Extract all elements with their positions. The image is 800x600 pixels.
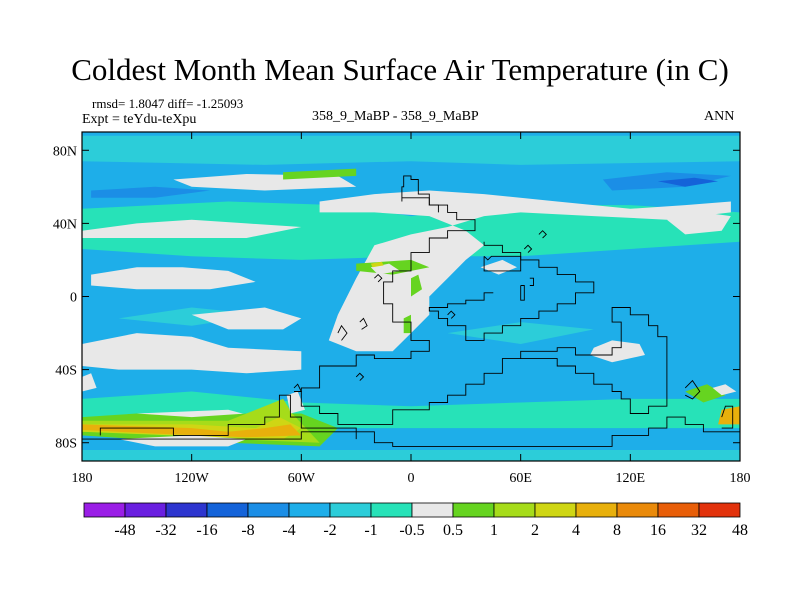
rmsd-diff-label: rmsd= 1.8047 diff= -1.25093 — [92, 96, 244, 111]
temperature-region — [590, 340, 645, 363]
y-tick-label: 80N — [53, 144, 77, 159]
coastline — [359, 317, 368, 330]
colorbar-label: 0.5 — [443, 522, 463, 539]
temperature-region — [82, 219, 302, 238]
colorbar-label: -2 — [323, 522, 336, 539]
coastline — [529, 277, 534, 286]
coastline — [684, 379, 701, 400]
temperature-region — [286, 391, 305, 414]
temperature-region — [191, 307, 302, 330]
temperature-region — [712, 384, 737, 396]
period-label: 358_9_MaBP - 358_9_MaBP — [312, 109, 479, 124]
colorbar-label: 16 — [650, 522, 666, 539]
colorbar-swatch — [124, 502, 167, 518]
temperature-region — [91, 186, 210, 198]
coastline — [99, 394, 357, 440]
y-tick-label: 80S — [55, 437, 77, 452]
colorbar-swatch — [370, 502, 413, 518]
colorbar-label: 8 — [613, 522, 621, 539]
temperature-region — [82, 201, 740, 260]
y-tick-label: 40N — [53, 217, 77, 232]
temperature-region — [91, 267, 256, 290]
colorbar-swatch — [247, 502, 290, 518]
x-tick-label: 0 — [408, 471, 415, 486]
coastline — [447, 310, 456, 319]
temperature-region — [411, 274, 422, 297]
colorbar-label: -16 — [196, 522, 217, 539]
colorbar-label: 4 — [572, 522, 580, 539]
colorbar-swatch — [493, 502, 536, 518]
experiment-label: Expt = teYdu-teXpu — [82, 112, 197, 127]
map-field — [82, 132, 740, 461]
x-tick-label: 60W — [288, 471, 316, 486]
colorbar-label: 2 — [531, 522, 539, 539]
temperature-region — [370, 261, 384, 268]
coastline — [401, 175, 439, 213]
colorbar-label: -1 — [364, 522, 377, 539]
coastline — [523, 244, 533, 253]
x-tick-label: 180 — [730, 471, 751, 486]
temperature-region — [82, 333, 302, 374]
colorbar-label: 1 — [490, 522, 498, 539]
colorbar-label: -4 — [282, 522, 295, 539]
colorbar-swatch — [698, 502, 741, 518]
colorbar-label: 32 — [691, 522, 707, 539]
colorbar-swatch — [575, 502, 618, 518]
temperature-region — [403, 314, 411, 334]
coastline — [428, 241, 595, 341]
temperature-region — [82, 135, 740, 165]
temperature-region — [82, 373, 97, 392]
coastline — [337, 324, 348, 341]
map-title: Coldest Month Mean Surface Air Temperatu… — [71, 52, 729, 87]
colorbar-label: -0.5 — [399, 522, 424, 539]
colorbar-swatch — [452, 502, 495, 518]
coastline — [293, 383, 303, 392]
temperature-region — [657, 177, 719, 187]
coastline — [82, 416, 740, 447]
colorbar-swatch — [534, 502, 577, 518]
colorbar-label: -32 — [155, 522, 176, 539]
coastline — [538, 230, 547, 239]
temperature-region — [82, 424, 302, 438]
colorbar-label: 48 — [732, 522, 748, 539]
colorbar-swatch — [83, 502, 126, 518]
x-tick-label: 180 — [72, 471, 93, 486]
colorbar-swatch — [616, 502, 659, 518]
coastline — [520, 285, 525, 301]
x-tick-label: 60E — [509, 471, 532, 486]
coastline — [300, 197, 668, 425]
colorbar-label: -8 — [241, 522, 254, 539]
coastline — [483, 255, 522, 272]
temperature-region — [319, 190, 731, 352]
x-tick-label: 120W — [175, 471, 210, 486]
x-tick-label: 120E — [616, 471, 646, 486]
colorbar-swatch — [165, 502, 208, 518]
temperature-region — [118, 435, 247, 447]
temperature-region — [685, 384, 726, 403]
colorbar-swatch — [329, 502, 372, 518]
colorbar-swatch — [206, 502, 249, 518]
coastline — [721, 405, 734, 429]
temperature-region — [283, 168, 357, 180]
colorbar-swatch — [411, 502, 454, 518]
coastline — [374, 273, 383, 283]
season-label: ANN — [704, 109, 735, 124]
y-tick-label: 40S — [55, 364, 77, 379]
colorbar-label: -48 — [114, 522, 135, 539]
y-tick-label: 0 — [70, 291, 77, 306]
colorbar-swatch — [657, 502, 700, 518]
temperature-region — [666, 212, 731, 235]
colorbar: -48 -32 -16 -8 -4 -2 -1 -0.5 0.5 1 2 4 8 16 32 48 — [83, 502, 748, 539]
colorbar-swatch — [288, 502, 331, 518]
coastline — [355, 372, 365, 381]
